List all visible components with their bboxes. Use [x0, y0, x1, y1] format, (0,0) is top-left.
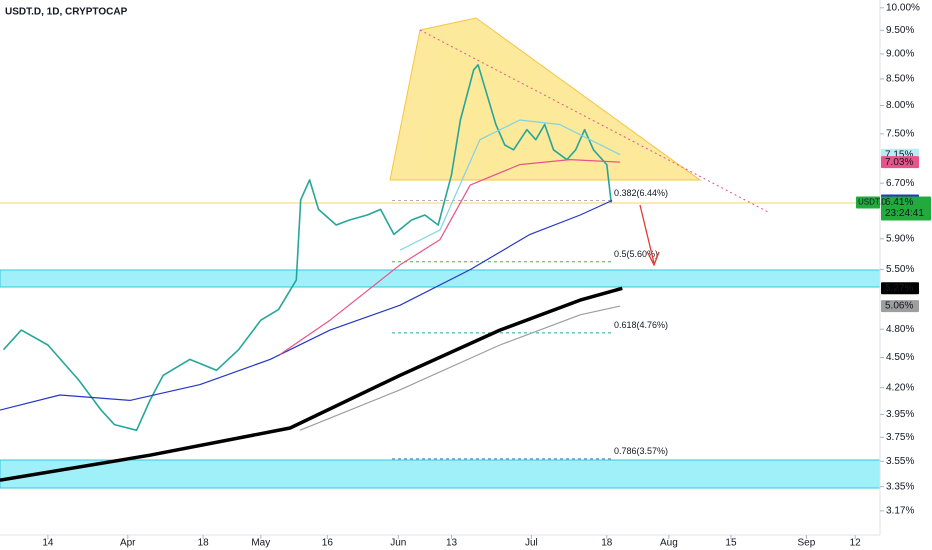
series-line: [2, 64, 612, 432]
y-tick-label: 3.17%: [886, 506, 914, 517]
x-tick-label: Jul: [525, 538, 538, 549]
x-tick-label: Aug: [660, 538, 678, 549]
x-tick-label: 16: [322, 538, 334, 549]
x-tick-label: Jun: [390, 538, 406, 549]
y-tick-label: 3.35%: [886, 481, 914, 492]
y-tick-label: 5.90%: [886, 233, 914, 244]
x-tick-label: 18: [601, 538, 613, 549]
series-line: [279, 159, 621, 355]
series-line: [299, 305, 621, 431]
trend-line: [419, 29, 771, 214]
x-tick-label: 13: [446, 538, 458, 549]
x-tick-label: May: [251, 538, 270, 549]
price-tag-label: 5.27%: [885, 283, 913, 294]
forecast-arrow: [639, 204, 660, 267]
y-tick-label: 4.50%: [886, 352, 914, 363]
y-tick-label: 5.50%: [886, 264, 914, 275]
countdown: 23:24:41: [885, 208, 924, 219]
price-tag: [881, 300, 919, 313]
y-tick-label: 10.00%: [886, 2, 920, 13]
x-tick-label: Apr: [120, 538, 136, 549]
support-zone: [0, 459, 881, 489]
x-tick-label: 15: [725, 538, 737, 549]
y-tick-label: 8.50%: [886, 74, 914, 85]
fib-label: 0.5(5.60%): [614, 249, 658, 259]
fib-label: 0.618(4.76%): [614, 320, 668, 330]
fib-label: 0.382(6.44%): [614, 188, 668, 198]
symbol-tag: [856, 196, 880, 209]
fib-label: 0.786(3.57%): [614, 446, 668, 456]
series-line: [0, 286, 623, 482]
price-tag-label: 7.03%: [885, 157, 913, 168]
y-tick-label: 9.50%: [886, 25, 914, 36]
series-line: [0, 199, 613, 411]
price-tag: [881, 156, 919, 169]
x-tick-label: 18: [198, 538, 210, 549]
x-tick-label: Sep: [797, 538, 815, 549]
y-tick-label: 8.00%: [886, 100, 914, 111]
y-tick-label: 9.00%: [886, 49, 914, 60]
price-tag: [881, 282, 919, 295]
y-tick-label: 4.80%: [886, 324, 914, 335]
symbol-label: USDT.D: [858, 198, 887, 207]
y-tick-label: 7.50%: [886, 128, 914, 139]
y-tick-label: 3.55%: [886, 456, 914, 467]
price-tag-label: 7.15%: [885, 149, 913, 160]
y-tick-label: 3.95%: [886, 409, 914, 420]
last-price-tag: [881, 196, 931, 221]
chart-title: USDT.D, 1D, CRYPTOCAP: [5, 7, 128, 18]
y-tick-label: 6.70%: [886, 178, 914, 189]
last-price-label: 6.41%: [885, 197, 913, 208]
x-tick-label: 14: [42, 538, 54, 549]
series-line: [399, 119, 621, 251]
price-tag-label: 5.06%: [885, 301, 913, 312]
y-tick-label: 3.75%: [886, 432, 914, 443]
x-tick-label: 12: [850, 538, 862, 549]
y-tick-label: 4.20%: [886, 382, 914, 393]
